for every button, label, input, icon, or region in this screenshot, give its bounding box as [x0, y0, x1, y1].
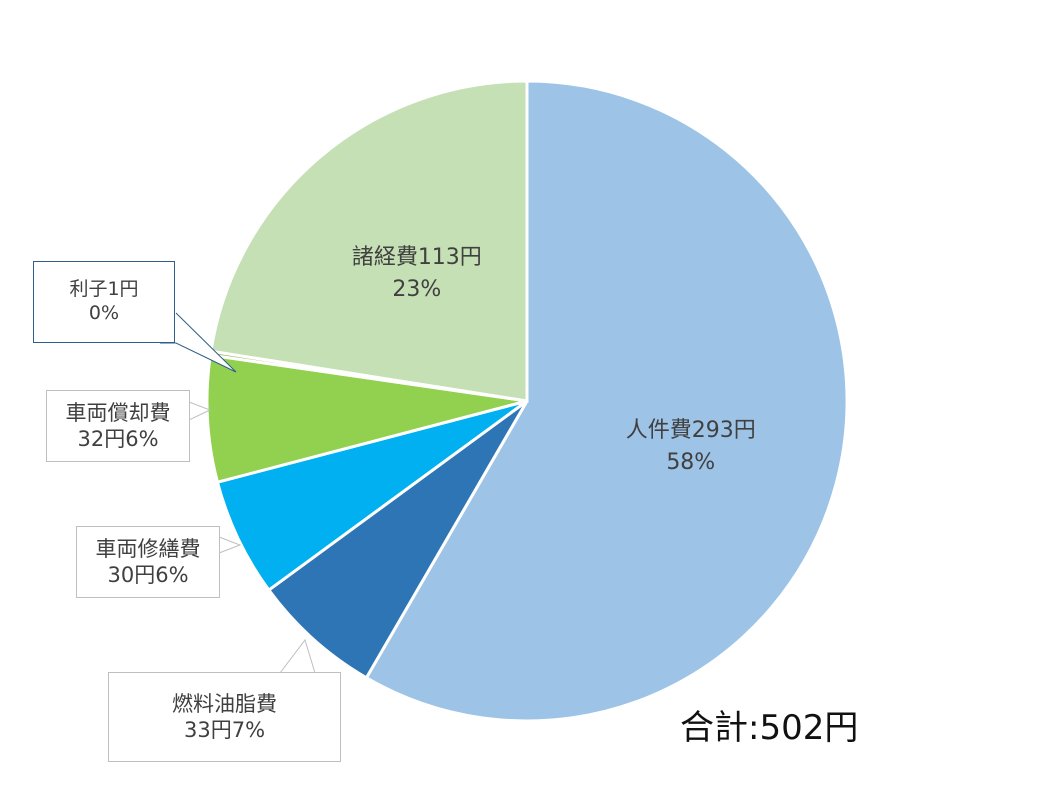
slice-label-percent: 7%	[231, 718, 266, 742]
slice-label-人件費: 人件費293円 58%	[626, 418, 756, 475]
slice-label-name: 車両償却費	[65, 400, 171, 425]
slice-label-percent: 23%	[392, 277, 441, 302]
pie-slice-人件費	[364, 79, 849, 723]
total-label: 合計:502円	[680, 708, 859, 748]
pointer-利子	[160, 312, 237, 373]
pie-slice-車両修繕費	[215, 399, 528, 593]
slice-label-percent: 6%	[125, 427, 159, 451]
pointer-燃料油脂費	[278, 638, 316, 674]
slice-label-amount: 1円	[107, 278, 139, 301]
callout-燃料油脂費: 燃料油脂費 33円7%	[108, 672, 341, 762]
slice-label-amount: 30円	[107, 563, 156, 587]
slice-label-percent: 0%	[88, 302, 120, 324]
callout-利子: 利子1円 0%	[33, 261, 175, 343]
slice-label-amount: 32円	[77, 427, 126, 451]
slice-label-amount: 33円	[183, 718, 232, 742]
pie-slices	[205, 79, 849, 723]
inside-labels: 人件費293円 58% 諸経費113円 23%	[352, 245, 756, 475]
pie-slice-燃料油脂費	[266, 399, 529, 680]
slice-label-percent: 58%	[666, 450, 715, 475]
slice-label-name-amount: 諸経費113円	[352, 245, 482, 270]
slice-label-name: 利子	[69, 278, 108, 301]
callout-車両修繕費: 車両修繕費 30円6%	[76, 526, 220, 598]
slice-label-percent: 6%	[155, 563, 189, 587]
slice-label-諸経費: 諸経費113円 23%	[352, 245, 482, 302]
callout-車両償却費: 車両償却費 32円6%	[46, 390, 190, 462]
slice-label-name: 車両修繕費	[95, 536, 201, 561]
slice-label-name-amount: 人件費293円	[626, 418, 756, 443]
slice-label-name: 燃料油脂費	[172, 691, 277, 716]
callout-pointers	[160, 312, 316, 674]
pie-slice-諸経費	[209, 79, 529, 403]
